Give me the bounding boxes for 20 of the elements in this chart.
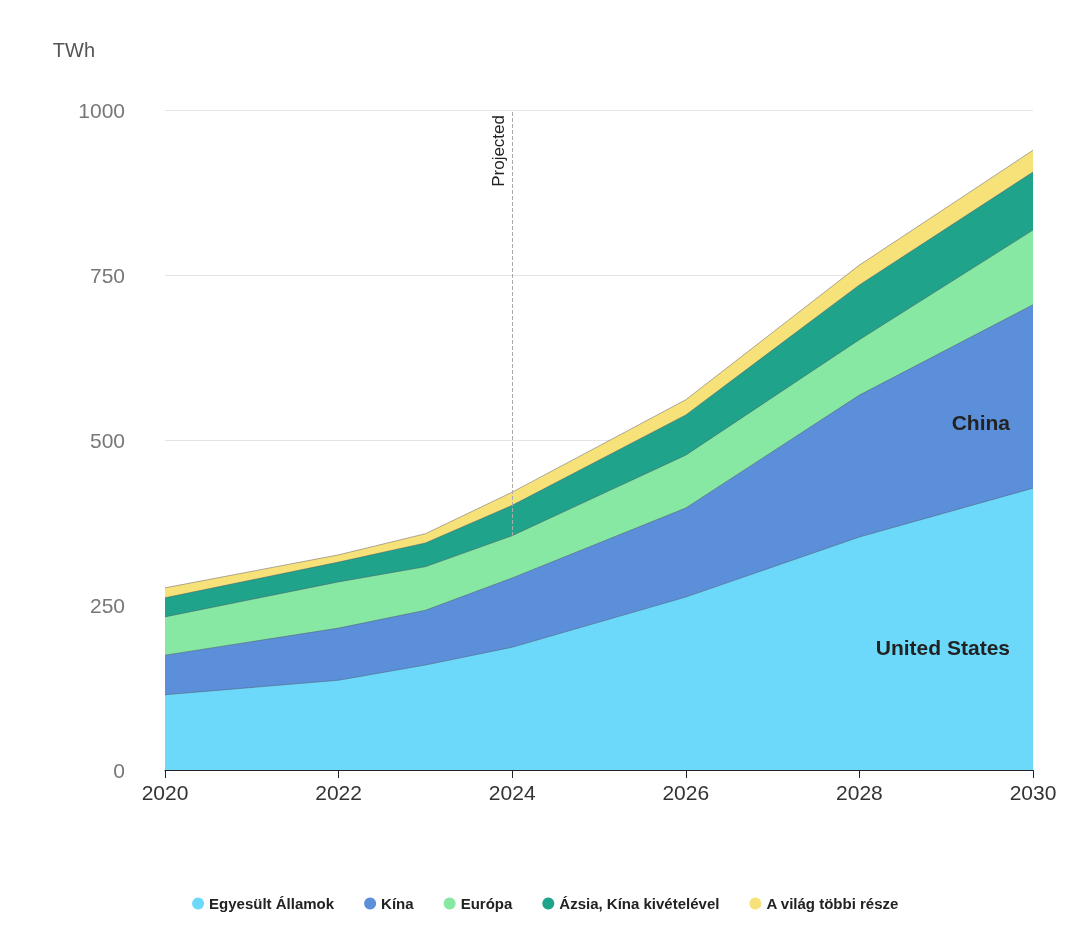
legend-label: A világ többi része (766, 895, 899, 912)
x-tick-label: 2024 (488, 781, 536, 804)
x-tick-label: 2026 (662, 781, 710, 804)
y-tick-label: 250 (89, 593, 125, 617)
x-tick-label: 2020 (141, 781, 189, 804)
annotation: China (951, 410, 1011, 434)
y-tick-label: 0 (113, 758, 125, 782)
legend-label: Kína (381, 895, 415, 912)
x-tick-label: 2028 (836, 781, 883, 804)
y-tick-label: 500 (89, 428, 125, 452)
y-axis-title: TWh (52, 39, 95, 61)
legend-label: Európa (460, 895, 513, 912)
legend-label: Ázsia, Kína kivételével (559, 895, 720, 912)
x-tick-label: 2030 (1009, 781, 1057, 804)
y-tick-label: 750 (89, 263, 125, 287)
x-tick-label: 2022 (315, 781, 362, 804)
ref-line-label: Projected (489, 115, 509, 187)
legend-label: Egyesült Államok (209, 895, 335, 912)
y-tick-label: 1000 (78, 98, 125, 122)
annotation: United States (875, 635, 1010, 659)
